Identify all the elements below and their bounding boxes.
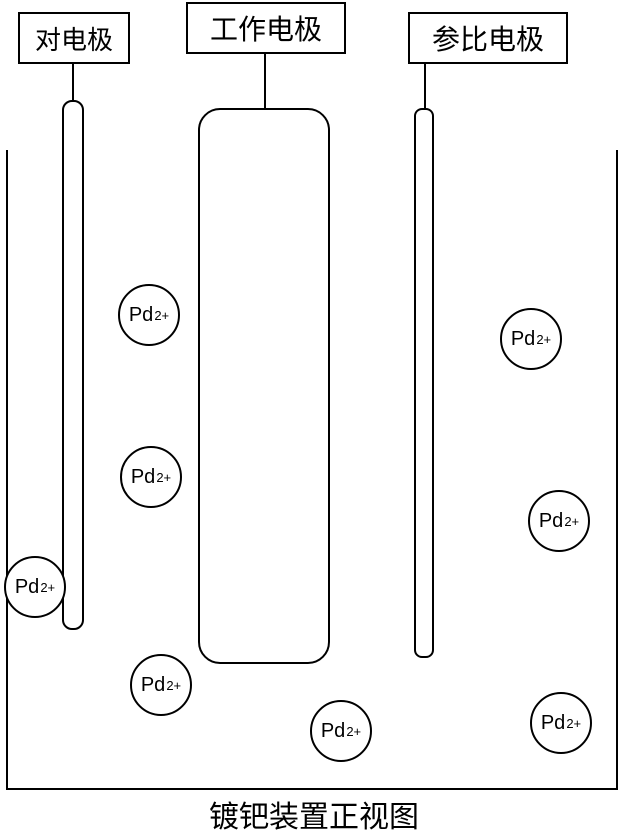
counter-electrode [62, 100, 84, 630]
ion-symbol: Pd [15, 576, 39, 599]
ion-charge: 2+ [564, 514, 579, 529]
ion-symbol: Pd [511, 328, 535, 351]
pd-ion: Pd2+ [4, 556, 66, 618]
ion-symbol: Pd [129, 304, 153, 327]
ion-charge: 2+ [166, 678, 181, 693]
reference-electrode-label: 参比电极 [432, 18, 544, 58]
ion-symbol: Pd [131, 466, 155, 489]
working-electrode-label-box: 工作电极 [186, 2, 346, 54]
reference-electrode-label-box: 参比电极 [408, 12, 568, 64]
ion-charge: 2+ [154, 308, 169, 323]
ion-charge: 2+ [536, 332, 551, 347]
pd-ion: Pd2+ [118, 284, 180, 346]
working-connector [264, 54, 266, 108]
working-electrode [198, 108, 330, 664]
reference-electrode [414, 108, 434, 658]
ion-symbol: Pd [141, 674, 165, 697]
ion-symbol: Pd [539, 510, 563, 533]
pd-ion: Pd2+ [130, 654, 192, 716]
counter-electrode-label-box: 对电极 [18, 12, 130, 64]
counter-connector [72, 64, 74, 100]
ion-symbol: Pd [321, 720, 345, 743]
working-electrode-label: 工作电极 [210, 8, 322, 48]
diagram-canvas: 对电极 工作电极 参比电极 Pd2+ Pd2+ Pd2+ Pd2+ Pd2+ P… [0, 0, 628, 839]
ion-symbol: Pd [541, 712, 565, 735]
figure-caption: 镀钯装置正视图 [0, 792, 628, 836]
pd-ion: Pd2+ [530, 692, 592, 754]
pd-ion: Pd2+ [528, 490, 590, 552]
reference-connector [424, 64, 426, 108]
ion-charge: 2+ [346, 724, 361, 739]
pd-ion: Pd2+ [500, 308, 562, 370]
figure-caption-text: 镀钯装置正视图 [209, 801, 419, 834]
ion-charge: 2+ [566, 716, 581, 731]
ion-charge: 2+ [40, 580, 55, 595]
pd-ion: Pd2+ [310, 700, 372, 762]
pd-ion: Pd2+ [120, 446, 182, 508]
counter-electrode-label: 对电极 [35, 20, 113, 57]
ion-charge: 2+ [156, 470, 171, 485]
